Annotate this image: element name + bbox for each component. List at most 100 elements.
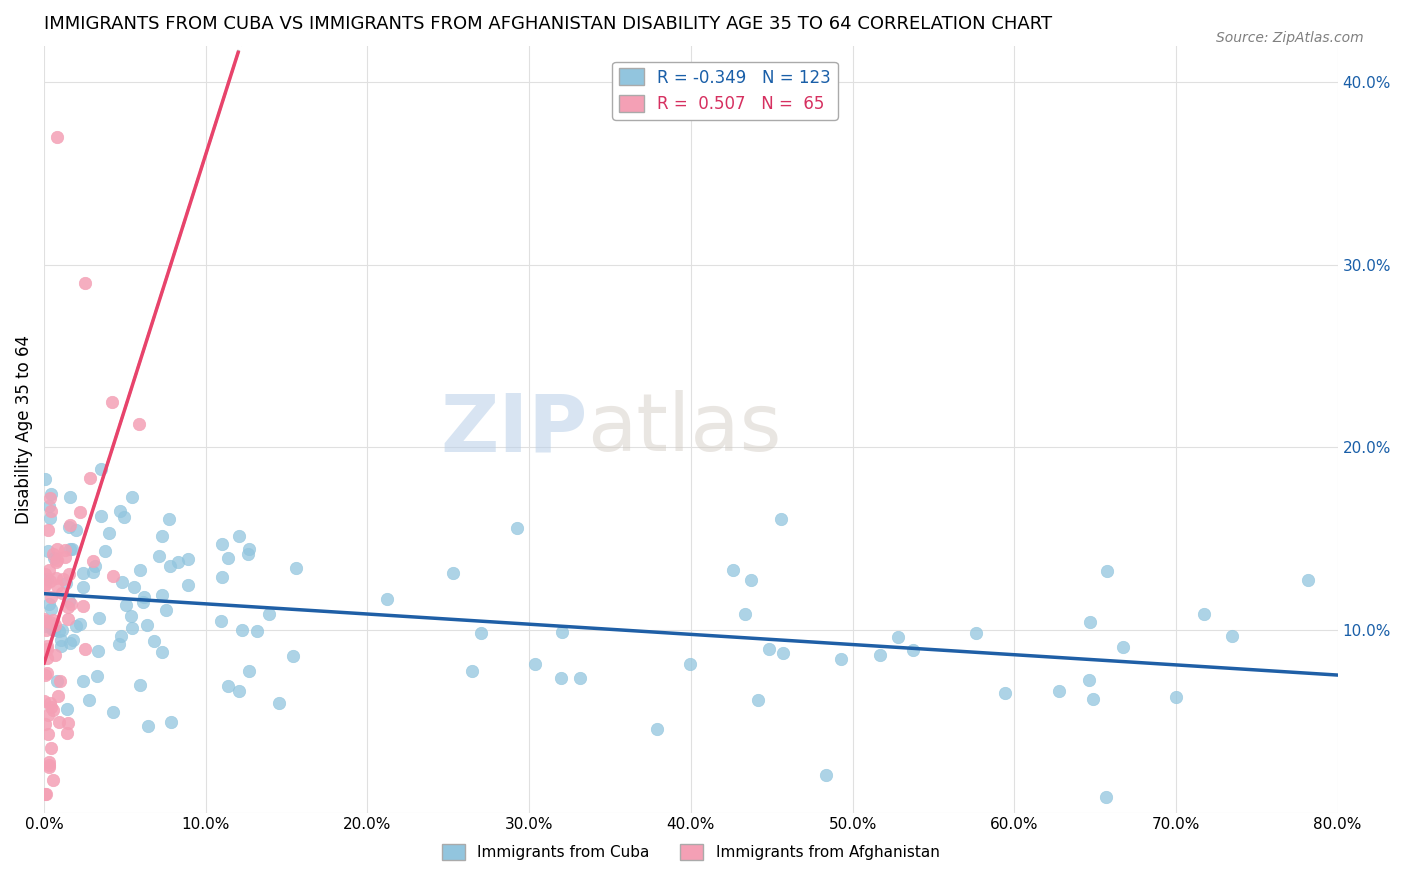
Point (59, 597, 82, 611)
Point (769, 512, 792, 526)
Point (35, 624, 58, 638)
Point (901, 642, 924, 657)
Point (136, 719, 159, 733)
Point (550, 672, 572, 686)
Point (134, 591, 156, 605)
Point (65, 618, 87, 632)
Point (35, 665, 58, 680)
Point (39, 615, 62, 629)
Point (1078, 673, 1101, 687)
Point (34, 472, 56, 486)
Point (56, 599, 79, 614)
Point (82, 554, 104, 568)
Point (45, 553, 67, 567)
Point (44, 618, 66, 632)
Point (375, 592, 398, 607)
Point (84, 558, 107, 573)
Point (678, 657, 700, 671)
Point (69, 616, 91, 631)
Point (56, 716, 79, 731)
Point (42, 772, 65, 787)
Point (34, 619, 56, 633)
Point (48, 624, 70, 638)
Point (869, 648, 891, 662)
Point (231, 623, 253, 637)
Point (46, 542, 69, 557)
Point (38, 760, 60, 774)
Point (238, 664, 260, 678)
Point (150, 529, 173, 543)
Point (1298, 573, 1320, 587)
Point (44, 551, 66, 566)
Point (35, 787, 58, 801)
Point (82, 565, 104, 579)
Point (994, 686, 1017, 700)
Point (830, 652, 852, 666)
Point (46, 689, 69, 703)
Point (505, 521, 527, 535)
Point (177, 552, 200, 566)
Point (56, 702, 79, 716)
Legend: R = -0.349   N = 123, R =  0.507   N =  65: R = -0.349 N = 123, R = 0.507 N = 65 (613, 62, 838, 120)
Point (75, 641, 97, 656)
Point (72, 673, 94, 688)
Point (38, 499, 60, 513)
Point (34, 717, 56, 731)
Point (148, 549, 170, 563)
Point (56, 612, 79, 626)
Point (69, 505, 91, 519)
Point (461, 665, 484, 679)
Point (37, 727, 59, 741)
Point (157, 512, 180, 526)
Point (51, 623, 73, 637)
Point (211, 537, 233, 551)
Point (87, 644, 110, 658)
Point (58, 593, 80, 607)
Point (52, 572, 75, 586)
Point (41, 591, 63, 605)
Point (569, 671, 592, 685)
Point (46, 130, 69, 145)
Point (441, 566, 464, 581)
Point (645, 722, 668, 736)
Point (159, 714, 181, 729)
Point (72, 566, 94, 580)
Point (1111, 640, 1133, 654)
Point (39, 740, 62, 755)
Point (132, 595, 155, 609)
Y-axis label: Disability Age 35 to 64: Disability Age 35 to 64 (15, 334, 32, 524)
Point (470, 625, 492, 640)
Point (228, 683, 250, 698)
Point (122, 580, 145, 594)
Text: ZIP: ZIP (440, 390, 588, 468)
Point (238, 541, 260, 556)
Point (72, 580, 94, 594)
Point (176, 577, 198, 591)
Point (53, 549, 76, 564)
Point (38, 563, 60, 577)
Point (1047, 684, 1070, 698)
Point (128, 417, 150, 431)
Text: Source: ZipAtlas.com: Source: ZipAtlas.com (1216, 31, 1364, 45)
Point (41, 622, 63, 636)
Point (217, 550, 239, 565)
Point (32, 580, 55, 594)
Point (38, 755, 60, 769)
Point (100, 395, 122, 409)
Point (110, 629, 132, 643)
Point (155, 603, 177, 617)
Point (284, 561, 307, 575)
Point (39, 504, 62, 518)
Point (246, 624, 269, 638)
Point (42, 614, 65, 628)
Point (129, 563, 152, 577)
Point (142, 633, 165, 648)
Point (73, 276, 96, 290)
Point (1194, 607, 1216, 621)
Point (740, 574, 762, 588)
Point (56, 725, 79, 739)
Point (34, 668, 56, 682)
Point (72, 599, 94, 614)
Point (115, 598, 138, 612)
Point (111, 575, 134, 590)
